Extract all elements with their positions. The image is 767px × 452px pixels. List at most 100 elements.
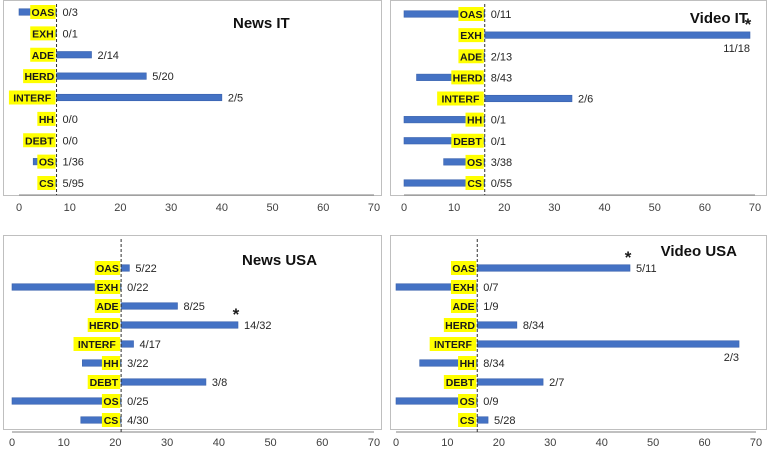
bar-ade xyxy=(120,302,178,310)
category-label-highlight xyxy=(94,280,121,294)
x-tick-label: 50 xyxy=(264,437,276,449)
category-label-herd: HERD xyxy=(445,320,475,332)
category-label-exh: EXH xyxy=(460,30,482,42)
data-label-interf: 2/5 xyxy=(228,93,243,105)
category-label-highlight xyxy=(23,133,56,148)
data-label-debt: 0/0 xyxy=(63,135,78,147)
category-label-highlight xyxy=(450,299,477,313)
category-label-highlight xyxy=(37,154,56,169)
x-tick-label: 20 xyxy=(493,437,505,449)
category-label-highlight xyxy=(73,337,121,351)
x-tick-label: 60 xyxy=(316,437,328,449)
data-label-cs: 0/55 xyxy=(491,178,512,190)
category-label-herd: HERD xyxy=(24,71,54,83)
x-tick-label: 40 xyxy=(216,202,228,214)
category-label-oas: OAS xyxy=(31,7,54,19)
data-label-oas: 5/11 xyxy=(636,263,657,275)
category-label-highlight xyxy=(443,318,477,332)
bar-cs xyxy=(476,416,489,424)
category-label-highlight xyxy=(458,356,477,370)
data-label-cs: 5/95 xyxy=(63,178,84,190)
x-tick-label: 10 xyxy=(441,437,453,449)
category-label-interf: INTERF xyxy=(13,93,52,105)
data-label-debt: 0/1 xyxy=(491,136,506,148)
category-label-highlight xyxy=(458,28,484,43)
category-label-ade: ADE xyxy=(32,50,54,62)
data-label-exh: 11/18 xyxy=(723,43,750,55)
category-label-highlight xyxy=(451,133,484,148)
x-tick-label: 30 xyxy=(161,437,173,449)
bar-herd xyxy=(416,73,486,81)
category-label-ade: ADE xyxy=(453,301,475,313)
x-tick-label: 0 xyxy=(16,202,22,214)
panel-news-usa: 0 10 20 30 40 50 60 70 News USA OAS 5/22 EXH 0/22 ADE… xyxy=(3,235,382,449)
data-label-debt: 2/7 xyxy=(549,377,564,389)
data-label-os: 0/25 xyxy=(127,396,148,408)
category-label-hh: HH xyxy=(39,114,54,126)
x-tick-label: 30 xyxy=(544,437,556,449)
x-tick-label: 40 xyxy=(598,202,610,214)
bar-exh xyxy=(484,31,751,39)
category-label-oas: OAS xyxy=(460,9,483,21)
category-label-debt: DEBT xyxy=(90,377,119,389)
bar-herd xyxy=(120,321,239,329)
category-label-highlight xyxy=(465,154,484,169)
category-label-highlight xyxy=(437,91,484,106)
category-label-highlight xyxy=(101,356,121,370)
data-label-exh: 0/22 xyxy=(127,282,148,294)
data-label-cs: 4/30 xyxy=(127,415,148,427)
bar-interf xyxy=(476,340,740,348)
data-label-herd: 8/34 xyxy=(523,320,544,332)
category-label-oas: OAS xyxy=(452,263,475,275)
x-tick-label: 50 xyxy=(647,437,659,449)
category-label-highlight xyxy=(37,111,56,126)
category-label-highlight xyxy=(23,69,56,84)
category-label-herd: HERD xyxy=(453,72,483,84)
x-tick-label: 50 xyxy=(649,202,661,214)
x-tick-label: 20 xyxy=(498,202,510,214)
data-label-hh: 0/0 xyxy=(63,114,78,126)
x-tick-label: 40 xyxy=(213,437,225,449)
bar-herd xyxy=(56,72,147,80)
category-label-highlight xyxy=(8,90,56,105)
category-label-hh: HH xyxy=(103,358,118,370)
category-label-os: OS xyxy=(103,396,118,408)
category-label-interf: INTERF xyxy=(78,339,117,351)
category-label-debt: DEBT xyxy=(453,136,482,148)
x-tick-label: 70 xyxy=(749,202,761,214)
bar-hh xyxy=(82,359,122,367)
data-label-hh: 3/22 xyxy=(127,358,148,370)
data-label-os: 0/9 xyxy=(483,396,498,408)
x-tick-label: 30 xyxy=(165,202,177,214)
x-tick-label: 40 xyxy=(596,437,608,449)
data-label-ade: 2/13 xyxy=(491,51,512,63)
data-label-os: 3/38 xyxy=(491,157,512,169)
x-tick-label: 70 xyxy=(750,437,762,449)
category-label-highlight xyxy=(458,413,477,427)
bar-oas xyxy=(120,264,130,272)
bar-ade xyxy=(56,51,92,59)
category-label-exh: EXH xyxy=(97,282,119,294)
category-label-hh: HH xyxy=(460,358,475,370)
x-tick-label: 70 xyxy=(368,202,380,214)
category-label-highlight xyxy=(450,261,477,275)
x-tick-label: 10 xyxy=(58,437,70,449)
category-label-highlight xyxy=(458,7,484,21)
chart-title: Video IT xyxy=(690,10,748,27)
data-label-oas: 0/11 xyxy=(491,9,512,21)
category-label-exh: EXH xyxy=(32,28,54,40)
data-label-ade: 1/9 xyxy=(483,301,498,313)
x-tick-label: 0 xyxy=(9,437,15,449)
bar-hh xyxy=(419,359,478,367)
category-label-highlight xyxy=(101,394,121,408)
bar-debt xyxy=(120,378,207,386)
x-tick-label: 60 xyxy=(699,202,711,214)
category-label-hh: HH xyxy=(467,115,482,127)
data-label-cs: 5/28 xyxy=(494,415,515,427)
x-tick-label: 10 xyxy=(64,202,76,214)
category-label-highlight xyxy=(429,337,477,351)
category-label-os: OS xyxy=(467,157,482,169)
panel-news-it: 0 10 20 30 40 50 60 70 News IT OAS 0/3 EXH 0/1 ADE 2/1… xyxy=(3,0,382,214)
category-label-debt: DEBT xyxy=(25,135,54,147)
category-label-highlight xyxy=(87,375,121,389)
